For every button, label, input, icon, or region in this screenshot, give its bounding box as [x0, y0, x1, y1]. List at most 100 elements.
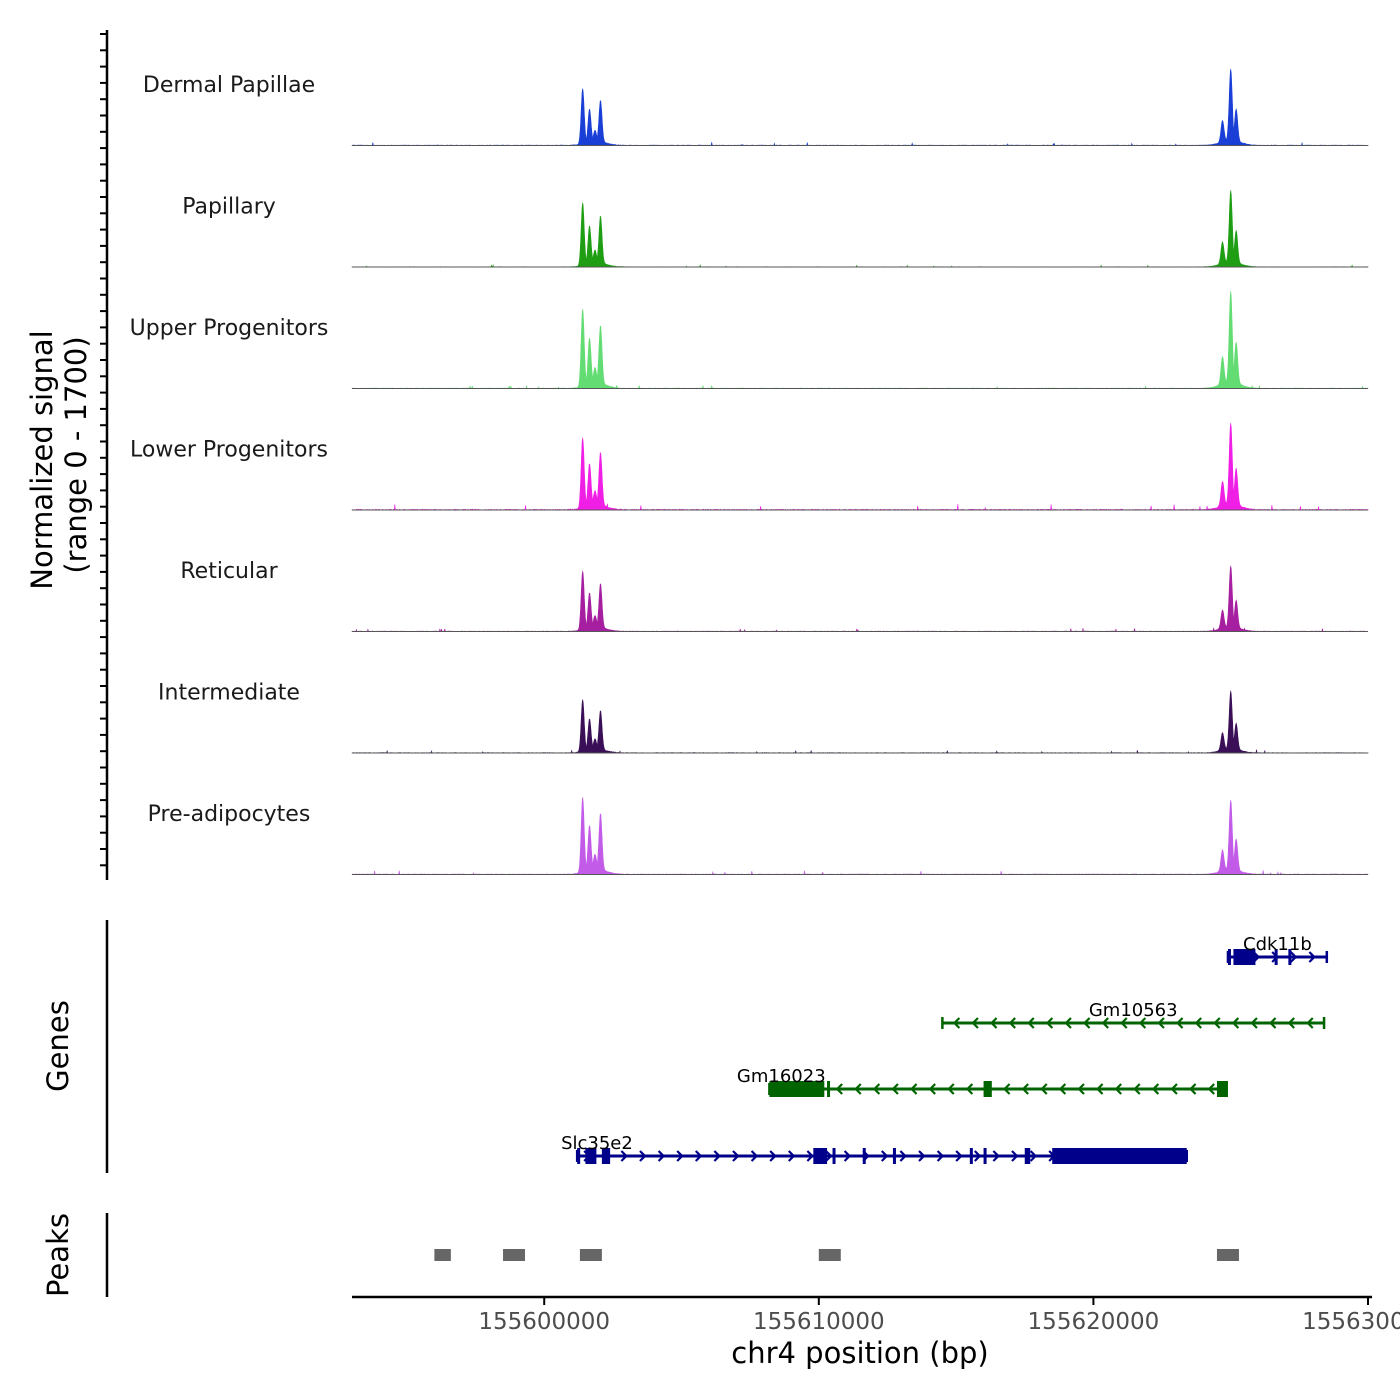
- strand-chevron: [1120, 1017, 1128, 1029]
- strand-chevron: [952, 1017, 961, 1029]
- strand-chevron: [1096, 1083, 1104, 1095]
- strand-chevron: [1040, 1083, 1048, 1095]
- coverage-area: [351, 690, 1369, 754]
- strand-chevron: [965, 1083, 974, 1095]
- strand-chevron: [657, 1150, 666, 1162]
- track-label: Papillary: [182, 195, 276, 220]
- strand-chevron: [1058, 1083, 1067, 1095]
- exon-block: [1216, 1081, 1228, 1097]
- coverage-area: [351, 68, 1369, 146]
- strand-chevron: [1306, 1017, 1314, 1029]
- track-reticular: Reticular: [180, 559, 1369, 632]
- track-pre-adipocytes: Pre-adipocytes: [148, 797, 1369, 875]
- exon-block: [1227, 949, 1231, 965]
- strand-chevron: [1189, 1083, 1197, 1095]
- strand-chevron: [880, 1150, 889, 1162]
- strand-chevron: [1138, 1017, 1147, 1029]
- peak-region: [579, 1249, 602, 1261]
- strand-chevron: [1077, 1083, 1085, 1095]
- coverage-area: [351, 190, 1369, 268]
- track-label: Reticular: [180, 559, 278, 584]
- strand-chevron: [1029, 1150, 1038, 1162]
- strand-chevron: [620, 1150, 628, 1162]
- strand-chevron: [1027, 1017, 1035, 1029]
- strand-chevron: [825, 1150, 833, 1162]
- strand-chevron: [676, 1150, 684, 1162]
- x-tick-label: 155600000: [478, 1309, 610, 1335]
- strand-chevron: [891, 1083, 899, 1095]
- exon-block: [813, 1148, 828, 1164]
- strand-chevron: [694, 1150, 703, 1162]
- track-label: Intermediate: [158, 681, 300, 706]
- x-axis-title: chr4 position (bp): [731, 1336, 988, 1370]
- strand-chevron: [1289, 951, 1298, 963]
- gene-label: Cdk11b: [1243, 934, 1312, 955]
- coverage-area: [351, 291, 1369, 389]
- peaks-axis-title: Peaks: [41, 1213, 75, 1297]
- strand-chevron: [787, 1150, 796, 1162]
- track-dermal-papillae: Dermal Papillae: [143, 68, 1369, 146]
- track-label: Upper Progenitors: [130, 316, 329, 341]
- strand-chevron: [639, 1150, 647, 1162]
- strand-chevron: [936, 1150, 945, 1162]
- strand-chevron: [973, 1150, 982, 1162]
- strand-chevron: [1176, 1017, 1184, 1029]
- exon-block: [832, 1148, 836, 1164]
- signal-axis-title: Normalized signal: [25, 330, 59, 589]
- strand-chevron: [732, 1150, 740, 1162]
- strand-chevron: [1287, 1017, 1295, 1029]
- signal-axis-range: (range 0 - 1700): [59, 336, 93, 573]
- exon-block: [577, 1148, 581, 1164]
- strand-chevron: [1011, 1150, 1019, 1162]
- coverage-area: [351, 565, 1369, 632]
- gene-gm16023: Gm16023: [737, 1066, 1228, 1097]
- strand-chevron: [1269, 1017, 1277, 1029]
- track-label: Pre-adipocytes: [148, 802, 311, 827]
- strand-chevron: [1008, 1017, 1016, 1029]
- strand-chevron: [1213, 1017, 1221, 1029]
- exon-block: [1052, 1148, 1187, 1164]
- exon-block: [601, 1148, 611, 1164]
- track-label: Dermal Papillae: [143, 73, 315, 98]
- strand-chevron: [1194, 1017, 1202, 1029]
- exon-block: [585, 1148, 597, 1164]
- coverage-area: [351, 423, 1369, 511]
- exon-block: [892, 1148, 896, 1164]
- strand-chevron: [918, 1150, 926, 1162]
- gene-gm10563: Gm10563: [941, 1000, 1326, 1029]
- strand-chevron: [854, 1083, 862, 1095]
- strand-chevron: [1151, 1083, 1160, 1095]
- strand-chevron: [910, 1083, 918, 1095]
- track-lower-progenitors: Lower Progenitors: [130, 423, 1369, 511]
- strand-chevron: [1250, 1017, 1258, 1029]
- strand-chevron: [1231, 1017, 1240, 1029]
- exon-block: [862, 1148, 866, 1164]
- strand-chevron: [1021, 1083, 1029, 1095]
- strand-chevron: [750, 1150, 759, 1162]
- exon-block: [827, 1081, 831, 1097]
- track-papillary: Papillary: [182, 190, 1369, 268]
- gene-label: Gm16023: [737, 1066, 826, 1087]
- strand-chevron: [947, 1083, 955, 1095]
- peak-region: [503, 1249, 525, 1261]
- strand-chevron: [1157, 1017, 1165, 1029]
- peak-region: [1216, 1249, 1239, 1261]
- exon-block: [1274, 949, 1278, 965]
- exon-block: [769, 1081, 825, 1097]
- strand-chevron: [1170, 1083, 1178, 1095]
- gene-cdk11b: Cdk11b: [1226, 934, 1329, 965]
- strand-chevron: [1064, 1017, 1072, 1029]
- genes-axis-title: Genes: [41, 1000, 75, 1092]
- x-tick-label: 155620000: [1028, 1309, 1160, 1335]
- track-label: Lower Progenitors: [130, 438, 328, 463]
- exon-block: [1024, 1148, 1031, 1164]
- strand-chevron: [1114, 1083, 1122, 1095]
- strand-chevron: [1101, 1017, 1109, 1029]
- exon-block: [969, 1148, 973, 1164]
- strand-chevron: [1308, 951, 1316, 963]
- peak-region: [818, 1249, 841, 1261]
- coverage-area: [351, 797, 1369, 875]
- gene-slc35e2: Slc35e2: [561, 1133, 1189, 1164]
- track-upper-progenitors: Upper Progenitors: [130, 291, 1369, 389]
